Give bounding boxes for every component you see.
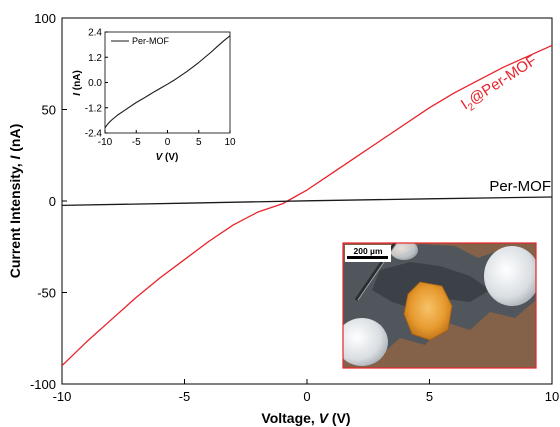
y-tick-label: 0: [49, 194, 56, 209]
x-tick-label: -10: [98, 137, 113, 148]
inset-x-axis-label: V (V): [156, 152, 179, 163]
y-tick-label: 0.0: [88, 78, 102, 89]
micrograph-frame: [342, 242, 537, 369]
x-axis-label: Voltage, V (V): [261, 410, 350, 426]
series-line-0: [62, 44, 552, 367]
main-series: [62, 44, 552, 367]
y-tick-label: -100: [30, 377, 56, 392]
x-tick-label: 10: [224, 137, 236, 148]
x-tick-label: 0: [303, 389, 310, 404]
series-line-0: [105, 35, 230, 129]
inset-y-axis-label: I (nA): [72, 70, 83, 96]
scale-bar-label: 200 µm: [354, 246, 383, 256]
inset-background: [105, 32, 230, 133]
y-tick-label: 50: [42, 103, 56, 118]
micrograph-inset: 200 µm: [342, 242, 537, 369]
x-tick-label: 5: [426, 389, 433, 404]
y-tick-label: 2.4: [88, 28, 102, 39]
main-ticks: [61, 17, 553, 385]
scale-bar: [347, 256, 388, 259]
y-tick-label: -2.4: [85, 129, 103, 140]
y-axis-label: Current Intensity, I (nA): [7, 124, 23, 279]
inset-tick-labels: -10 -5 0 5 10 2.4 1.2 0.0 -1.2 -2.4: [85, 28, 236, 149]
y-tick-label: -1.2: [85, 103, 103, 114]
x-tick-label: -5: [179, 389, 191, 404]
y-tick-label: 100: [34, 11, 56, 26]
y-tick-label: 1.2: [88, 53, 102, 64]
x-tick-label: -5: [132, 137, 141, 148]
inset-series: [105, 35, 230, 129]
inset-chart: -10 -5 0 5 10 2.4 1.2 0.0 -1.2 -2.4 Per-MOF V (V)…: [72, 28, 236, 164]
inset-ticks: [104, 31, 231, 134]
x-tick-label: 10: [545, 389, 559, 404]
x-tick-label: 5: [196, 137, 202, 148]
x-tick-label: -10: [53, 389, 72, 404]
inset-legend-label: Per-MOF: [132, 36, 170, 46]
series-line-1: [62, 196, 552, 207]
series-label-per-mof: Per-MOF: [489, 178, 551, 195]
x-tick-label: 0: [165, 137, 171, 148]
y-tick-label: -50: [37, 286, 56, 301]
